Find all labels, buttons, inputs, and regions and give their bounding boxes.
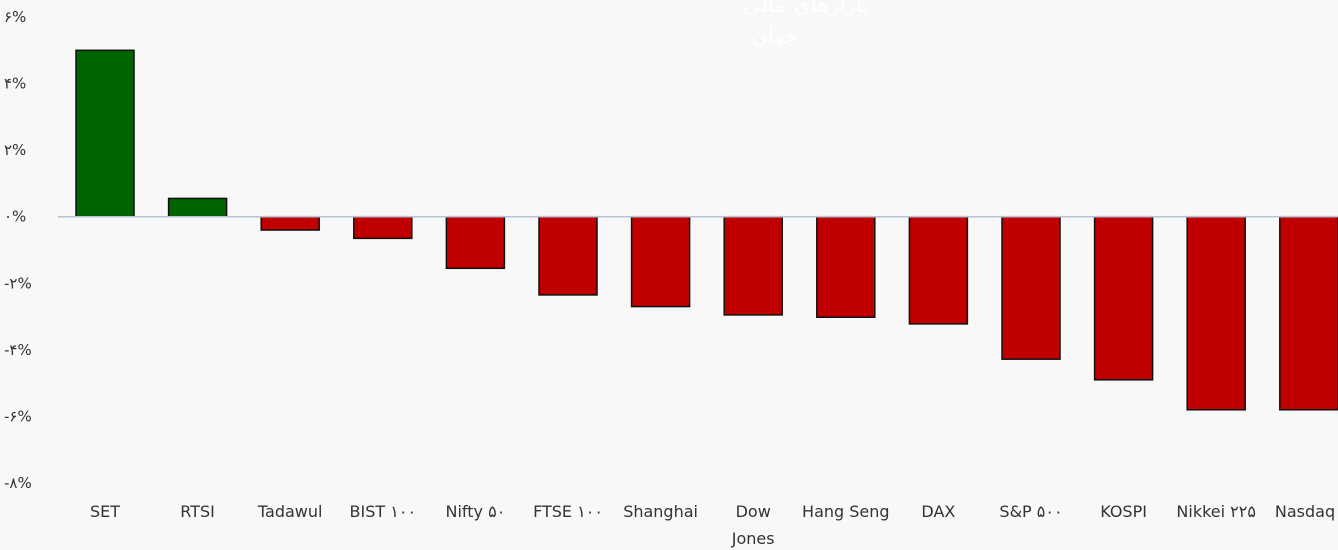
x-category-label: SET bbox=[90, 502, 120, 521]
x-category-label: S&P ۵۰۰ bbox=[999, 502, 1062, 521]
y-tick-label: ۴% bbox=[4, 75, 26, 93]
y-tick-label: ۶% bbox=[4, 8, 26, 26]
y-tick-label: -۴% bbox=[4, 341, 32, 359]
x-category-label: FTSE ۱۰۰ bbox=[533, 502, 603, 521]
x-category-label: DAX bbox=[921, 502, 955, 521]
x-category-label: Dow Jones bbox=[731, 502, 775, 548]
bar-7 bbox=[723, 215, 783, 316]
x-category-label: Nikkei ۲۲۵ bbox=[1176, 502, 1256, 521]
x-category-label: Tadawul bbox=[257, 502, 323, 521]
bar-10 bbox=[1001, 215, 1061, 360]
x-category-label: Hang Seng bbox=[802, 502, 890, 521]
bar-3 bbox=[353, 215, 413, 240]
x-category-label: RTSI bbox=[180, 502, 215, 521]
chart-title-line-2: جهان bbox=[752, 24, 799, 49]
bar-8 bbox=[816, 215, 876, 318]
x-category-label: BIST ۱۰۰ bbox=[350, 502, 417, 521]
y-tick-label: ۲% bbox=[4, 141, 26, 159]
x-category-label: KOSPI bbox=[1100, 502, 1147, 521]
chart-title-line-1: بازارهای مالی bbox=[743, 0, 869, 18]
y-tick-label: -۸% bbox=[4, 474, 32, 492]
bar-11 bbox=[1093, 215, 1154, 381]
bar-13 bbox=[1279, 215, 1338, 411]
y-tick-label: -۲% bbox=[4, 274, 32, 292]
x-category-label: Nifty ۵۰ bbox=[446, 502, 506, 521]
bar-2 bbox=[260, 215, 320, 231]
y-tick-label: -۶% bbox=[4, 407, 32, 425]
x-category-label: Nasdaq bbox=[1275, 502, 1335, 521]
bar-12 bbox=[1186, 215, 1246, 411]
bar-5 bbox=[538, 215, 598, 296]
bar-1 bbox=[167, 197, 228, 218]
x-category-label: Shanghai bbox=[623, 502, 698, 521]
bar-0 bbox=[75, 49, 135, 218]
bar-4 bbox=[445, 215, 506, 270]
bar-9 bbox=[908, 215, 969, 325]
bar-6 bbox=[630, 215, 691, 308]
y-tick-label: ۰% bbox=[4, 208, 26, 226]
